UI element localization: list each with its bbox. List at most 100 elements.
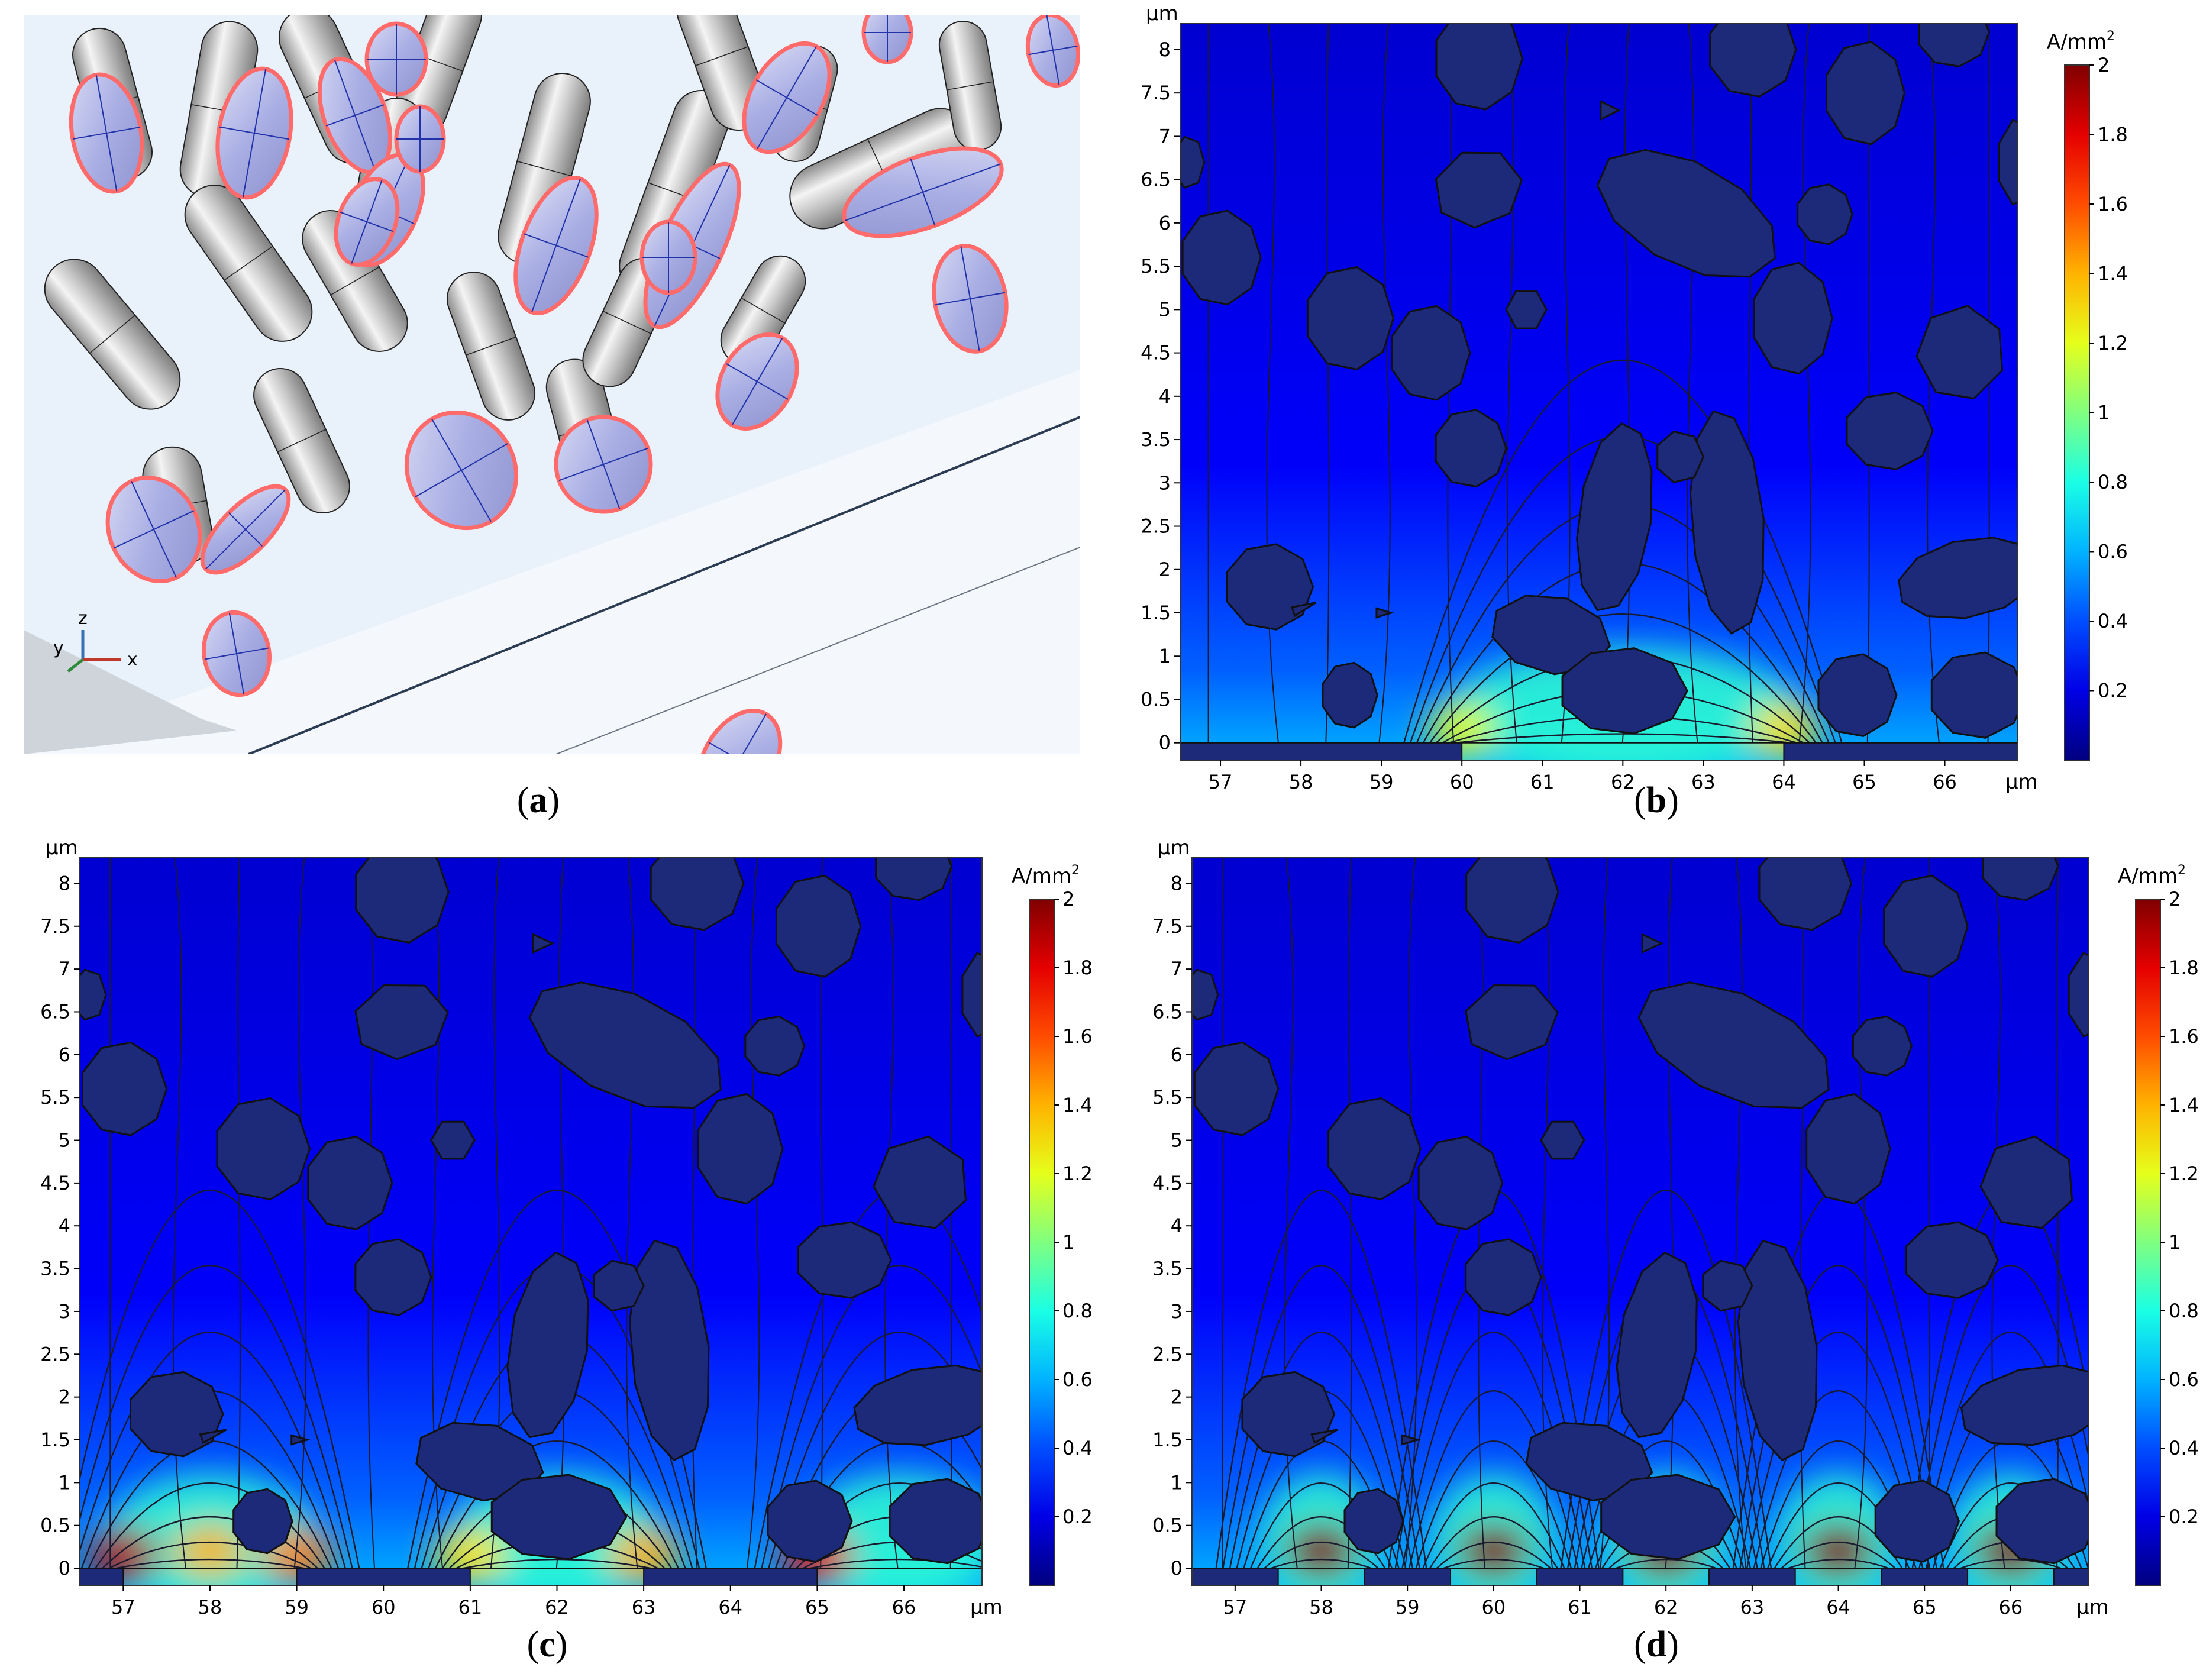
y-axis: 0 0.5 1 1.5 2 2.5 3 3.5 4 4.5 5 5.5 6 6.5 7 7.5 8 µm [1152,840,1192,1579]
y-axis: 0 0.5 1 1.5 2 2.5 3 3.5 4 4.5 5 5.5 6 6.5 7 7.5 8 µm [40,840,80,1579]
y-tick-label: 0 [59,1557,70,1579]
y-tick-label: 3 [1159,471,1171,494]
colorbar-tick-label: 1.6 [1062,1025,1091,1048]
colorbar-tick-label: 0.2 [2098,680,2128,702]
y-tick-label: 4.5 [1141,342,1171,364]
colorbar-tick-label: 0.4 [1062,1437,1091,1459]
x-unit: µm [970,1595,1003,1619]
heatmap-field [1192,858,2088,1585]
y-tick-label: 8 [1171,872,1183,894]
caption-b: (b) [1634,780,1679,820]
y-tick-label: 5 [1171,1129,1183,1152]
y-tick-label: 4.5 [40,1172,70,1194]
x-tick-label: 64 [1826,1596,1850,1618]
colorbar-tick-label: 0.6 [2169,1368,2199,1391]
y-tick-label: 2 [1171,1386,1183,1408]
y-tick-label: 1 [1171,1471,1183,1494]
colorbar-scale [2135,899,2161,1586]
current-collector [1192,1568,2088,1585]
y-tick-label: 0 [1171,1557,1183,1579]
plot-frame [79,857,983,1586]
x-tick-label: 66 [1999,1596,2023,1618]
x-tick-label: 60 [1450,771,1474,793]
colorbar-tick-label: 1.2 [2169,1162,2199,1185]
y-tick-label: 0 [1159,732,1171,754]
y-tick-label: 1.5 [40,1429,70,1451]
y-tick-label: 7 [59,958,70,980]
y-tick-label: 5.5 [1141,255,1171,277]
x-tick-label: 65 [805,1596,829,1618]
colorbar-tick-label: 1 [2169,1231,2181,1253]
y-tick-label: 0.5 [1141,688,1171,710]
particle-outlines [1180,24,2017,739]
colorbar-tick-label: 1.6 [2098,193,2128,215]
x-tick-label: 57 [111,1596,135,1618]
x-tick-label: 58 [198,1596,222,1618]
x-axis: 57 58 59 60 61 62 63 64 65 66 µm [111,1585,1003,1619]
y-tick-label: 3 [59,1300,70,1323]
x-axis: 57 58 59 60 61 62 63 64 65 66 µm [1223,1585,2109,1619]
x-tick-label: 65 [1852,771,1876,793]
colorbar-tick-label: 0.2 [2169,1505,2199,1528]
y-tick-label: 1.5 [1152,1429,1183,1451]
caption-a: (a) [516,780,560,820]
y-tick-label: 3 [1171,1300,1183,1323]
y-tick-label: 0.5 [1152,1514,1183,1537]
colorbar: 0.2 0.4 0.6 0.8 1 1.2 1.4 1.6 1.8 2A/mm2 [1012,863,1091,1586]
colorbar-tick-label: 2 [2169,888,2181,910]
colorbar-tick-label: 1.4 [1062,1094,1091,1116]
y-tick-label: 5.5 [40,1086,70,1109]
current-collector [80,1568,982,1585]
colorbar-tick-label: 1.8 [2098,124,2128,146]
x-tick-label: 66 [892,1596,916,1618]
x-tick-label: 62 [545,1596,569,1618]
y-tick-label: 2 [59,1386,70,1408]
x-tick-label: 63 [1740,1596,1765,1618]
triad-y: y [53,638,64,658]
y-tick-label: 8 [59,872,70,894]
current-collector [1180,742,2017,760]
x-tick-label: 65 [1913,1596,1937,1618]
colorbar-tick-label: 0.8 [2169,1300,2199,1322]
heatmap-field [80,858,982,1585]
colorbar-tick-label: 1 [2098,402,2110,424]
y-unit: µm [46,840,78,860]
caption-d: (d) [1634,1624,1679,1665]
y-tick-label: 4 [1171,1214,1183,1237]
y-tick-label: 2.5 [1141,515,1171,538]
colorbar-scale [2064,64,2090,761]
x-tick-label: 58 [1309,1596,1333,1618]
x-tick-label: 59 [285,1596,309,1618]
colorbar-unit: A/mm2 [1012,863,1080,888]
x-tick-label: 63 [1691,771,1716,793]
y-tick-label: 6 [1171,1043,1183,1066]
x-tick-label: 64 [1772,771,1796,793]
y-tick-label: 5 [1159,298,1171,321]
y-tick-label: 7.5 [1152,915,1183,938]
colorbar-tick-label: 0.8 [1062,1300,1091,1322]
colorbar-tick-label: 0.6 [1062,1368,1091,1391]
colorbar-unit: A/mm2 [2047,29,2115,54]
y-tick-label: 7.5 [40,915,70,938]
y-tick-label: 2.5 [1152,1343,1183,1365]
y-tick-label: 2.5 [40,1343,70,1365]
x-unit: µm [2005,770,2038,794]
colorbar-tick-label: 1.4 [2098,263,2128,285]
colorbar-tick-label: 1.4 [2169,1094,2199,1116]
x-axis: 57 58 59 60 61 62 63 64 65 66 µm [1209,760,2038,794]
y-tick-label: 6.5 [40,1000,70,1023]
y-unit: µm [1158,840,1190,860]
colorbar: 0.2 0.4 0.6 0.8 1 1.2 1.4 1.6 1.8 2A/mm2 [2047,29,2128,761]
x-tick-label: 60 [372,1596,396,1618]
capsule-particles [44,15,1080,754]
y-tick-label: 1 [1159,645,1171,667]
x-tick-label: 63 [632,1596,656,1618]
y-tick-label: 3.5 [1141,428,1171,451]
x-unit: µm [2076,1595,2109,1619]
y-tick-label: 4.5 [1152,1172,1183,1194]
x-tick-label: 58 [1289,771,1313,793]
colorbar-tick-label: 2 [1062,888,1074,910]
x-tick-label: 59 [1396,1596,1420,1618]
